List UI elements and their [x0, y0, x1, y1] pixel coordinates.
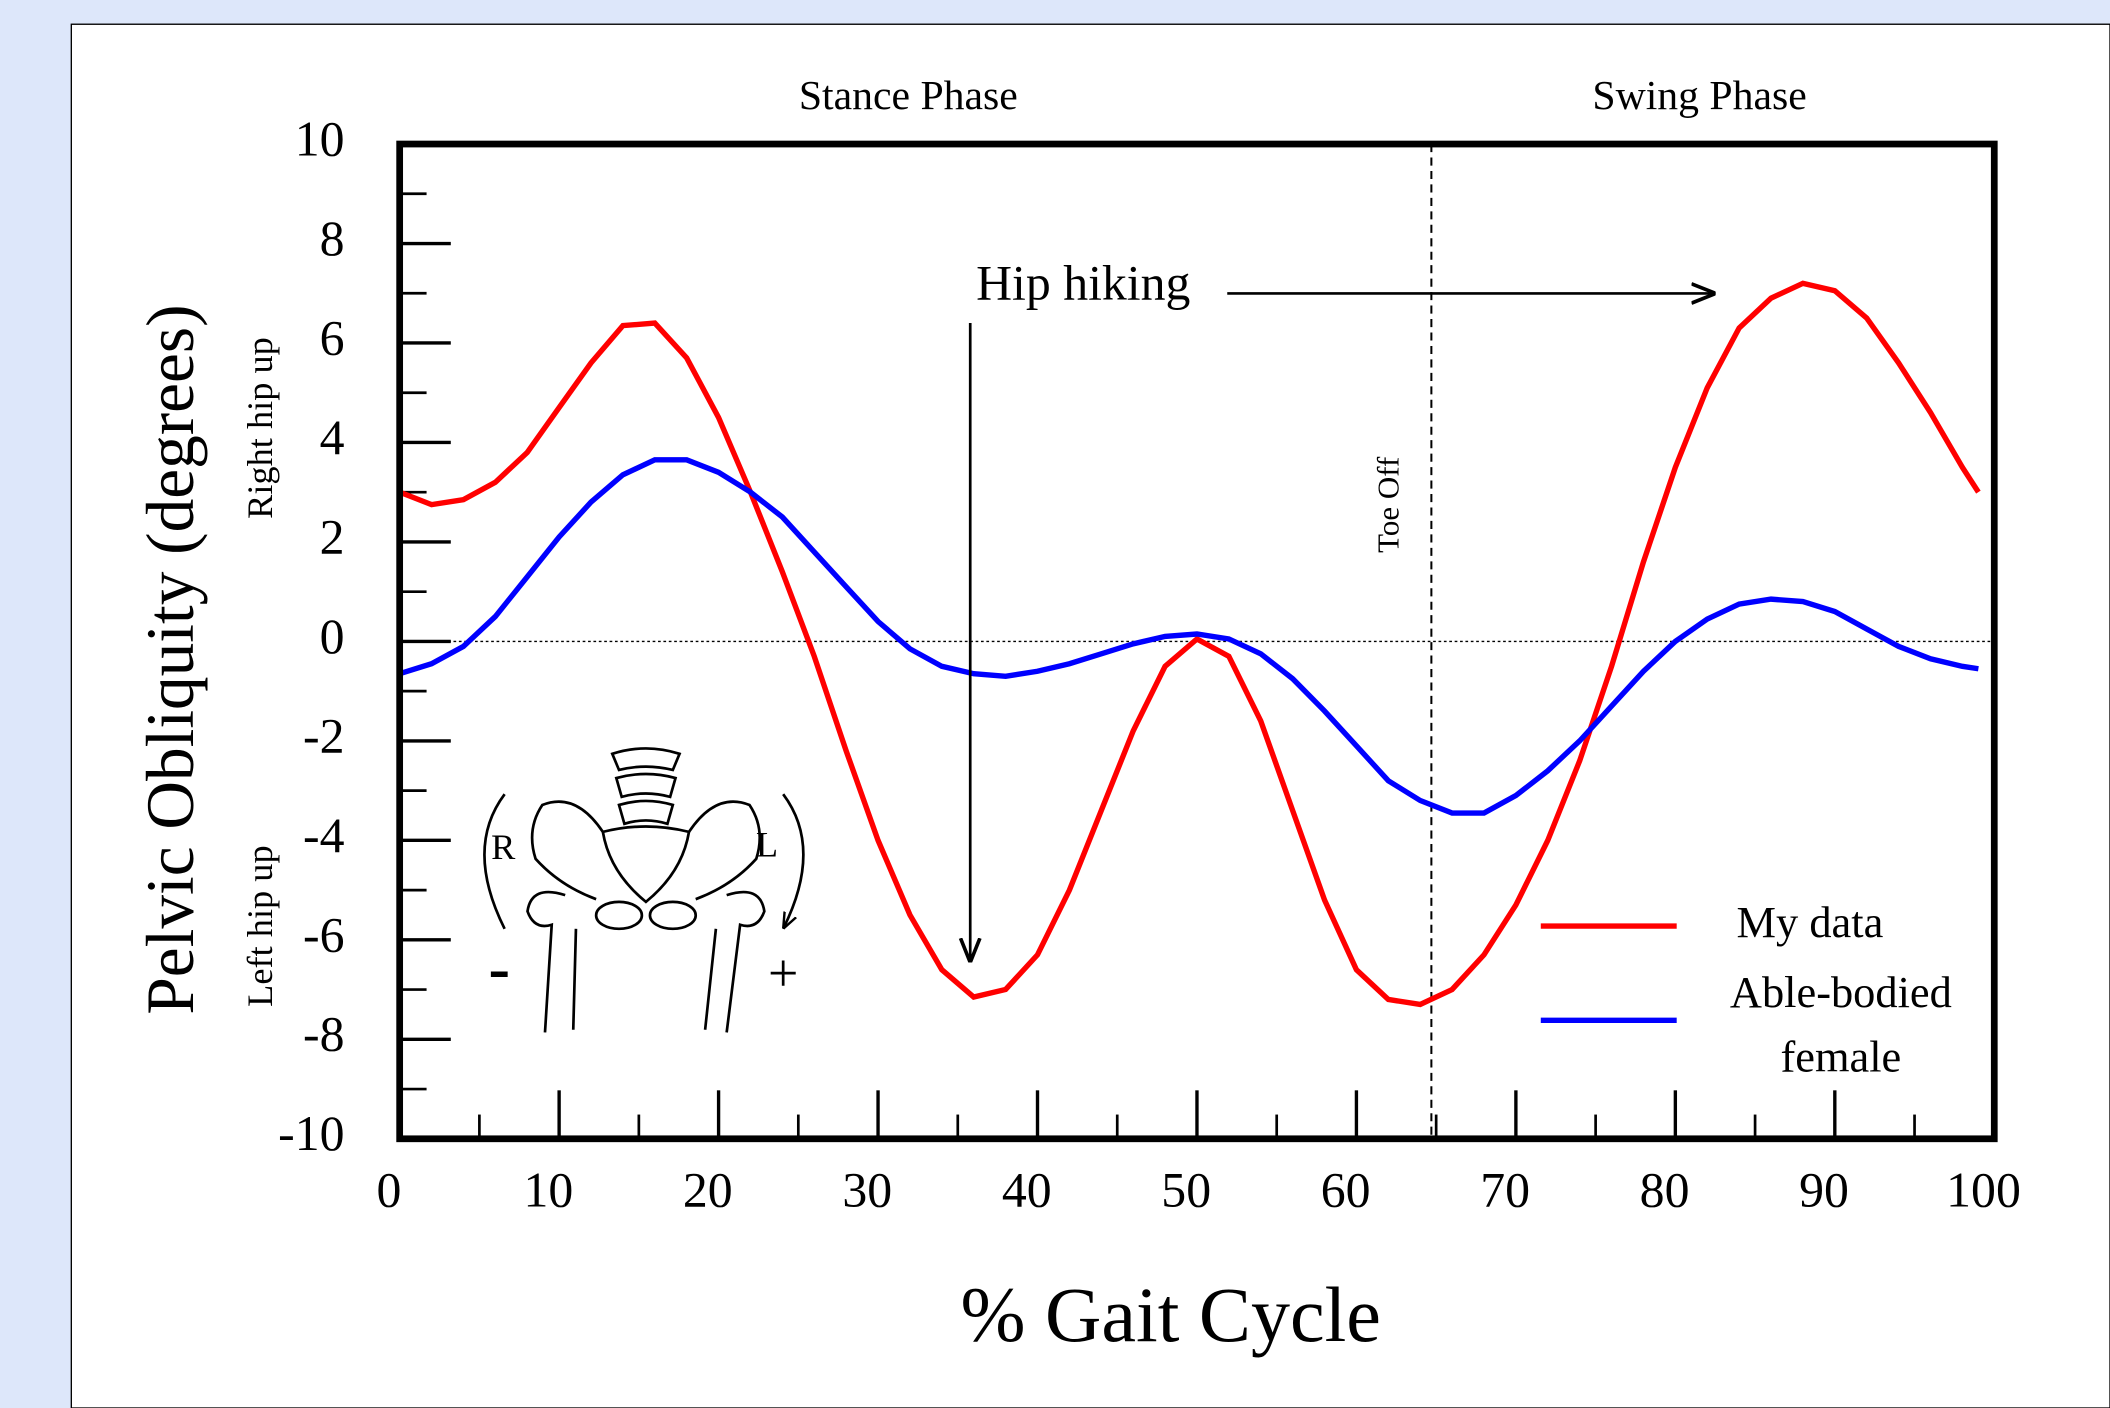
x-tick-label: 50: [1161, 1163, 1211, 1218]
y-tick-label: -8: [303, 1007, 344, 1062]
y-tick-label: -10: [278, 1106, 344, 1161]
x-tick-label: 80: [1640, 1163, 1690, 1218]
y-note: Right hip up: [240, 337, 280, 519]
x-tick-label: 70: [1480, 1163, 1530, 1218]
y-tick-label: 10: [295, 111, 345, 166]
phase-label: Swing Phase: [1592, 73, 1806, 119]
x-tick-label: 100: [1946, 1163, 2021, 1218]
y-tick-label: 4: [320, 410, 345, 465]
x-tick-label: 0: [376, 1163, 401, 1218]
figure-label: R: [491, 827, 516, 867]
x-tick-label: 10: [523, 1163, 573, 1218]
y-tick-label: 6: [320, 310, 345, 365]
figure-label: +: [768, 943, 798, 1003]
legend-label-box: Able-bodied female: [1729, 969, 1952, 1083]
x-tick-label: 60: [1321, 1163, 1371, 1218]
annotation: Hip hiking: [976, 255, 1190, 310]
x-tick-label: 40: [1002, 1163, 1052, 1218]
plot-frame: [396, 140, 1998, 1143]
y-tick-label: 0: [320, 609, 345, 664]
y-axis-label: Pelvic Obliquity (degrees): [133, 305, 208, 1015]
phase-label: Stance Phase: [799, 73, 1018, 119]
y-tick-label: 2: [320, 509, 345, 564]
series-line: [398, 457, 1979, 816]
legend-label: My data: [1736, 899, 1884, 948]
panel: [70, 23, 2110, 1408]
pelvis-figure: [483, 747, 805, 1033]
plot-area: [396, 140, 1998, 1143]
y-tick-label: 8: [320, 211, 345, 266]
legend-label: Able-bodied female: [1729, 969, 1952, 1083]
x-tick-label: 90: [1799, 1163, 1849, 1218]
y-note: Left hip up: [240, 845, 280, 1006]
x-tick-label: 20: [683, 1163, 733, 1218]
figure-label: L: [756, 824, 778, 864]
figure-label: -: [488, 931, 510, 1003]
legend-label-box: My data: [1736, 899, 1884, 948]
y-tick-label: -4: [303, 808, 345, 863]
toe-off-label: Toe Off: [1371, 456, 1406, 553]
series-line: [398, 280, 1981, 1008]
y-tick-label: -2: [303, 708, 344, 763]
x-axis-label: % Gait Cycle: [961, 1271, 1381, 1358]
legend: My data Able-bodied female: [1540, 899, 1952, 1083]
y-tick-label: -6: [303, 907, 344, 962]
x-tick-label: 30: [842, 1163, 892, 1218]
